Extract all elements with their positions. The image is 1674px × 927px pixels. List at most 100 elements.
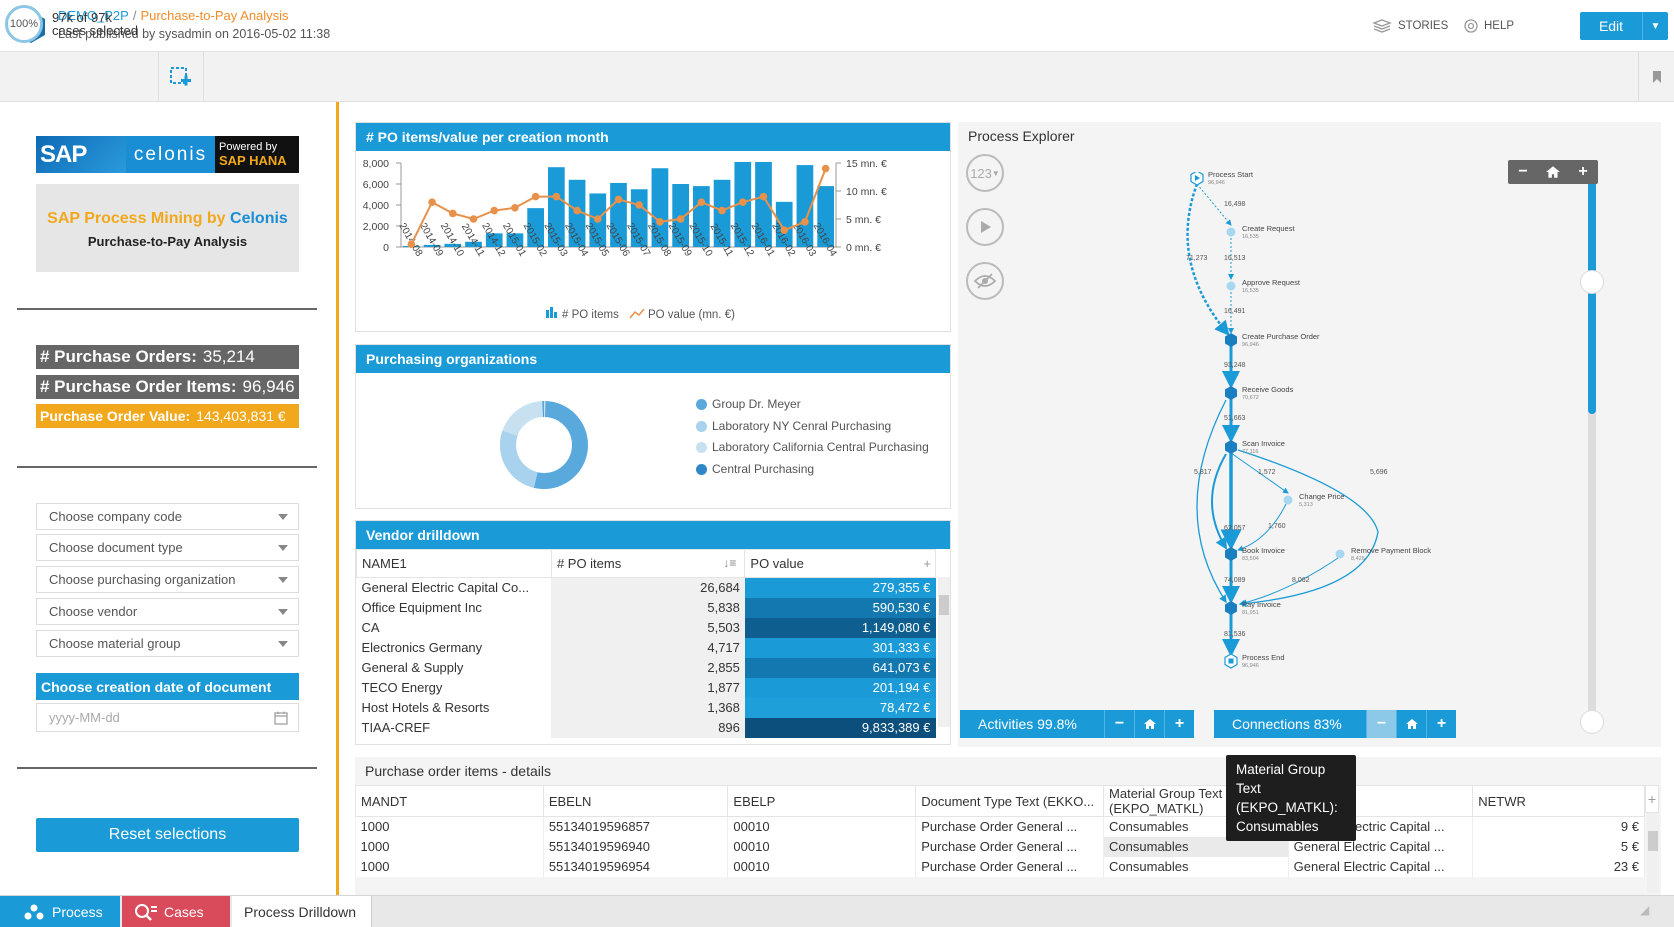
add-column-button[interactable]: +	[1645, 785, 1659, 813]
table-cell[interactable]: 1000	[355, 856, 544, 877]
po-items-cell[interactable]: 1,368	[551, 697, 745, 718]
table-cell[interactable]: 00010	[727, 836, 917, 857]
process-graph[interactable]: 16,498 16,513 16,491 71,273 93,248 51,663 5,81…	[1128, 172, 1548, 712]
line-point-2015-09[interactable]	[676, 215, 685, 223]
bar-2014-12[interactable]	[485, 233, 503, 247]
line-point-2015-04[interactable]	[573, 206, 581, 215]
po-items-chart[interactable]: 0 2,000 4,000 6,000 8,000 0 mn. € 5 mn. € 10 mn…	[356, 151, 952, 331]
add-column-icon[interactable]: +	[923, 556, 931, 571]
table-cell[interactable]: 9 €	[1472, 816, 1645, 837]
purchasing-org-dropdown[interactable]: Choose purchasing organization	[36, 566, 299, 593]
bar-2015-03[interactable]	[548, 167, 565, 247]
table-row[interactable]: 1000 55134019596954 00010 Purchase Order Ge…	[355, 856, 1645, 877]
table-row[interactable]: General & Supply 2,855 641,073 €	[356, 657, 936, 678]
po-value-cell[interactable]: 9,833,389 €	[744, 717, 936, 738]
table-row[interactable]: CA 5,503 1,149,080 €	[356, 617, 936, 638]
process-edge[interactable]	[1237, 503, 1287, 552]
table-row[interactable]: TIAA-CREF 896 9,833,389 €	[356, 717, 936, 738]
sort-icon[interactable]: ↓≡	[723, 556, 737, 570]
po-value-cell[interactable]: 201,194 €	[744, 677, 936, 698]
table-cell[interactable]: Consumables	[1103, 836, 1289, 857]
vendor-scrollbar[interactable]	[938, 577, 950, 727]
line-point-2014-08[interactable]	[407, 240, 416, 248]
zoom-home-button[interactable]	[1538, 160, 1568, 184]
bookmark-button[interactable]	[1638, 52, 1674, 102]
table-row[interactable]: General Electric Capital Co... 26,684 27…	[356, 577, 936, 598]
bar-2014-10[interactable]	[444, 243, 462, 247]
bar-2016-03[interactable]	[796, 165, 814, 247]
po-value-cell[interactable]: 78,472 €	[744, 697, 936, 718]
material-group-dropdown[interactable]: Choose material group	[36, 630, 299, 657]
column-header-name1[interactable]: NAME1	[356, 549, 552, 578]
process-edge[interactable]	[1196, 183, 1232, 226]
hide-button[interactable]	[966, 262, 1004, 300]
vendor-name-cell[interactable]: CA	[356, 617, 552, 638]
line-point-2015-11[interactable]	[718, 206, 726, 215]
line-point-2015-02[interactable]	[531, 192, 540, 201]
activities-minus-button[interactable]: −	[1104, 710, 1134, 738]
detail-slider-track[interactable]	[1588, 468, 1596, 730]
table-cell[interactable]: 00010	[727, 816, 917, 837]
bar-2016-02[interactable]	[775, 201, 793, 247]
process-edge[interactable]	[1186, 183, 1230, 336]
donut-slice-group-dr-meyer[interactable]	[500, 401, 588, 489]
legend-po-value[interactable]: PO value (mn. €)	[629, 308, 735, 321]
breadcrumb-analysis[interactable]: Purchase-to-Pay Analysis	[140, 8, 289, 23]
po-items-cell[interactable]: 2,855	[551, 657, 745, 678]
bar-2015-08[interactable]	[651, 168, 669, 247]
vendor-name-cell[interactable]: Office Equipment Inc	[356, 597, 552, 618]
activities-home-button[interactable]	[1134, 710, 1164, 738]
bar-2015-01[interactable]	[506, 233, 524, 247]
table-cell[interactable]: 5 €	[1472, 836, 1645, 857]
line-point-2015-06[interactable]	[614, 195, 623, 204]
po-value-cell[interactable]: 279,355 €	[744, 577, 936, 598]
legend-item-laboratory-california[interactable]: Laboratory California Central Purchasing	[696, 440, 929, 454]
resize-grip-icon[interactable]: ◢	[1640, 903, 1650, 917]
donut-slice-laboratory-ny[interactable]	[500, 401, 588, 489]
vendor-name-cell[interactable]: Electronics Germany	[356, 637, 552, 658]
vendor-name-cell[interactable]: Host Hotels & Resorts	[356, 697, 552, 718]
process-edge[interactable]	[1196, 399, 1227, 604]
column-header-0[interactable]: MANDT	[355, 785, 544, 817]
column-header-3[interactable]: Document Type Text (EKKO...	[915, 785, 1105, 817]
table-cell[interactable]: Purchase Order General ...	[915, 856, 1105, 877]
chevron-down-icon[interactable]: ▼	[1642, 12, 1668, 40]
line-point-2015-08[interactable]	[656, 218, 664, 226]
table-cell[interactable]: 55134019596857	[543, 816, 729, 837]
bar-2015-02[interactable]	[527, 208, 544, 247]
line-point-2014-09[interactable]	[428, 198, 436, 206]
bar-2014-11[interactable]	[465, 241, 482, 247]
line-point-2016-04[interactable]	[821, 164, 830, 173]
legend-item-group-dr-meyer[interactable]: Group Dr. Meyer	[696, 397, 801, 411]
metric-toggle-button[interactable]: 123 ▼	[966, 154, 1004, 192]
po-items-cell[interactable]: 896	[551, 717, 745, 738]
zoom-in-button[interactable]: +	[1578, 163, 1588, 180]
table-row[interactable]: Host Hotels & Resorts 1,368 78,472 €	[356, 697, 936, 718]
column-header-po-items[interactable]: # PO items ↓≡	[550, 549, 746, 578]
document-type-dropdown[interactable]: Choose document type	[36, 534, 299, 561]
line-point-2016-01[interactable]	[759, 192, 768, 201]
table-cell[interactable]: 00010	[727, 856, 917, 877]
line-point-2015-01[interactable]	[511, 204, 519, 212]
line-point-2014-10[interactable]	[448, 209, 457, 218]
legend-po-items[interactable]: # PO items	[546, 307, 619, 321]
table-cell[interactable]: Purchase Order General ...	[915, 836, 1105, 857]
line-point-2015-12[interactable]	[738, 198, 747, 206]
table-row[interactable]: TECO Energy 1,877 201,194 €	[356, 677, 936, 698]
line-point-2015-10[interactable]	[697, 198, 706, 206]
tab-cases[interactable]: Cases	[122, 896, 230, 927]
table-cell[interactable]: 23 €	[1472, 856, 1645, 877]
process-edge[interactable]	[1237, 449, 1379, 608]
column-header-1[interactable]: EBELN	[542, 785, 729, 817]
legend-item-laboratory-ny[interactable]: Laboratory NY Cenral Purchasing	[696, 419, 891, 433]
bar-2016-01[interactable]	[755, 161, 772, 247]
process-edge[interactable]	[1239, 557, 1339, 606]
connections-plus-button[interactable]: +	[1426, 710, 1456, 738]
zoom-out-button[interactable]: −	[1518, 163, 1528, 180]
line-point-2015-05[interactable]	[593, 215, 602, 223]
